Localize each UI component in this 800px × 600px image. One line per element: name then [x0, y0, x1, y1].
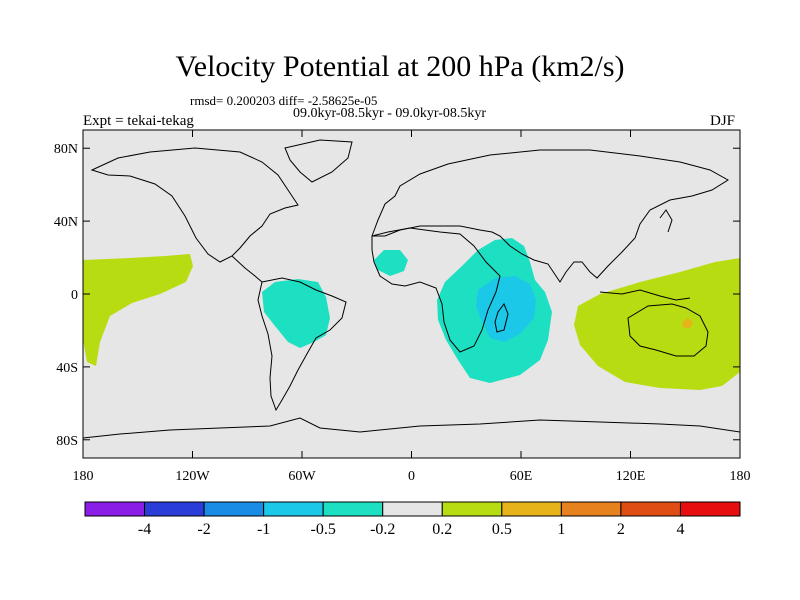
lat-tick-label: 80N	[54, 142, 78, 157]
east-pacific-positive	[83, 254, 193, 366]
colorbar-swatch	[263, 501, 324, 517]
colorbar-label: 0.2	[432, 521, 452, 538]
lon-tick-label: 120E	[616, 469, 646, 484]
coast-indonesia	[599, 289, 691, 301]
lat-tick-label: 80S	[56, 434, 78, 449]
stats-text: rmsd= 0.200203 diff= -2.58625e-05	[190, 93, 378, 108]
colorbar-label: -1	[257, 521, 270, 538]
lat-tick-label: 40N	[54, 215, 78, 230]
colorbar-label: 4	[676, 521, 684, 538]
lat-tick-label: 40S	[56, 361, 78, 376]
coast-africa	[371, 227, 501, 353]
colorbar-swatch	[84, 501, 146, 517]
colorbar-swatch	[679, 501, 741, 517]
coast-eurasia	[371, 149, 729, 283]
colorbar-swatch	[441, 501, 503, 517]
australia-positive	[574, 258, 740, 390]
coast-central-america	[231, 255, 263, 283]
lon-tick-label: 180	[73, 469, 94, 484]
colorbar-swatch	[501, 501, 562, 517]
colorbar-label: -2	[197, 521, 210, 538]
experiment-label: Expt = tekai-tekag	[83, 113, 194, 129]
map-axes: 80N 40N 0 40S 80S 180 120W 60W 0 60E 120E 180	[54, 130, 751, 484]
colorbar-label: 0.5	[492, 521, 512, 538]
south-america-negative	[262, 279, 330, 348]
colorbar-label: 2	[617, 521, 625, 538]
lat-tick-label: 0	[71, 288, 78, 303]
colorbar-label: -0.2	[370, 521, 395, 538]
colorbar-swatch	[620, 501, 681, 517]
colorbar-label: -4	[138, 521, 151, 538]
colorbar-swatch	[203, 501, 265, 517]
lon-tick-label: 60E	[510, 469, 533, 484]
coast-australia	[627, 303, 709, 357]
colorbar-swatch	[560, 501, 622, 517]
colorbar-label: 1	[557, 521, 565, 538]
coast-north-america	[90, 147, 299, 263]
coast-antarctica	[83, 417, 740, 439]
season-label: DJF	[710, 113, 736, 129]
colorbar: -4 -2 -1 -0.5 -0.2 0.2 0.5 1 2 4	[84, 501, 741, 538]
coast-madagascar	[494, 302, 509, 333]
colorbar-swatch	[382, 501, 443, 517]
coast-south-america	[257, 277, 347, 412]
lon-tick-label: 180	[730, 469, 751, 484]
lon-tick-label: 120W	[175, 469, 210, 484]
australia-spot	[682, 318, 693, 328]
coast-greenland	[284, 139, 353, 183]
west-africa-negative	[374, 250, 408, 276]
coast-japan	[659, 209, 673, 233]
coastlines	[83, 139, 740, 439]
colorbar-swatch	[144, 501, 205, 517]
lon-tick-label: 60W	[288, 469, 316, 484]
colorbar-swatch	[322, 501, 384, 517]
colorbar-label: -0.5	[311, 521, 336, 538]
lon-tick-label: 0	[408, 469, 415, 484]
plot-title: Velocity Potential at 200 hPa (km2/s)	[175, 50, 625, 83]
period-text: 09.0kyr-08.5kyr - 09.0kyr-08.5kyr	[293, 106, 487, 121]
